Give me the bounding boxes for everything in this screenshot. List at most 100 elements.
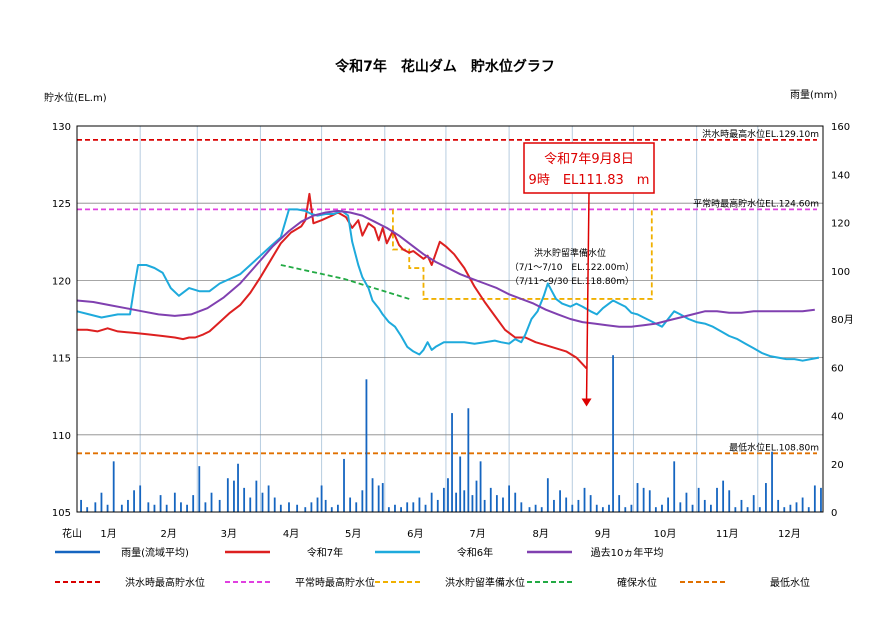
month-label: 11月: [716, 528, 739, 540]
rain-bar: [483, 499, 486, 512]
rain-bar: [618, 495, 621, 512]
rain-bar: [377, 485, 380, 512]
rain-bar: [685, 492, 688, 512]
rain-bar: [237, 463, 239, 512]
right-tick-label: 20: [831, 460, 844, 471]
rain-bar: [186, 504, 188, 512]
rain-bar: [520, 502, 523, 512]
rain-bar: [361, 490, 364, 512]
rain-bar: [571, 504, 574, 512]
rain-bar: [765, 483, 767, 512]
rain-bar: [801, 497, 804, 512]
rain-bar: [514, 492, 517, 512]
rain-bar: [528, 507, 531, 512]
month-label: 5月: [345, 528, 361, 540]
rain-bar: [204, 502, 207, 512]
rain-bar: [565, 497, 568, 512]
rain-bar: [447, 478, 449, 512]
callout-level: 9時 EL111.83 m: [529, 173, 650, 188]
rain-bar: [436, 499, 439, 512]
rain-bar: [679, 502, 682, 512]
rain-bar: [534, 504, 537, 512]
rain-bar: [475, 480, 478, 512]
series-line-2: [76, 208, 820, 362]
chart-title: 令和7年 花山ダム 貯水位グラフ: [334, 58, 555, 75]
right-axis-ticks: 0 20 40 60 80月 100 120 140 160: [831, 122, 854, 519]
legend-label: 令和6年: [457, 546, 493, 559]
rain-bar: [577, 499, 580, 512]
rain-bar: [249, 497, 252, 512]
rain-bar: [459, 456, 462, 512]
rain-bar: [394, 504, 396, 512]
right-tick-label: 0: [831, 508, 837, 519]
rain-bar: [381, 483, 384, 512]
callout-arrow: [585, 192, 590, 399]
rain-bar: [424, 504, 427, 512]
rain-bar: [630, 504, 633, 512]
threshold-label: 平常時最高貯水位EL.124.60m: [693, 197, 819, 209]
month-axis: 花山 1月 2月 3月 4月 5月 6月 7月 8月 9月 10月 11月 12月: [62, 527, 801, 540]
month-label: 10月: [654, 528, 677, 540]
rain-bar: [463, 490, 466, 512]
month-label: 7月: [469, 528, 485, 540]
rain-bar: [120, 504, 123, 512]
legend-label: 雨量(流域平均): [121, 546, 189, 559]
rain-bar: [479, 461, 482, 512]
rain-bar: [86, 507, 89, 512]
rain-bar: [752, 495, 755, 512]
legend-label: 確保水位: [617, 576, 657, 589]
rain-bar: [471, 495, 474, 512]
rain-bar: [233, 480, 235, 512]
rain-bar: [813, 485, 816, 512]
rain-bar: [173, 492, 176, 512]
series-line-3: [76, 209, 815, 328]
rain-bar: [387, 507, 390, 512]
month-label: 12月: [778, 528, 801, 540]
month-label: 4月: [283, 528, 299, 540]
rain-bar: [673, 461, 676, 512]
month-label: 9月: [595, 528, 611, 540]
legend-label: 最低水位: [770, 576, 810, 589]
left-tick-label: 130: [52, 122, 71, 133]
callout-box: [523, 142, 655, 194]
rain-bar: [654, 507, 657, 512]
rain-bar: [709, 504, 712, 512]
rain-bar: [624, 507, 627, 512]
rain-bar: [691, 504, 694, 512]
rain-bar: [716, 487, 718, 512]
right-tick-label: 140: [831, 170, 850, 181]
legend-label: 平常時最高貯水位: [295, 576, 375, 589]
rain-bar: [267, 485, 270, 512]
rain-bar: [489, 487, 492, 512]
rain-bar: [783, 507, 786, 512]
rain-bar: [642, 487, 645, 512]
rain-bar: [406, 502, 409, 512]
month-label: 3月: [221, 528, 237, 540]
callout-arrowhead: [581, 398, 592, 407]
rain-bar: [559, 490, 561, 512]
rain-bar: [412, 502, 415, 512]
rain-bar: [153, 504, 156, 512]
rain-bar: [667, 497, 669, 512]
kakuho-line: [280, 264, 410, 300]
rain-bar: [371, 478, 374, 512]
right-axis-label: 雨量(mm): [790, 89, 837, 101]
plot-frame: [76, 125, 824, 513]
rain-bar: [546, 478, 549, 512]
rain-bar: [147, 502, 150, 512]
rain-bar: [795, 502, 798, 512]
rain-bar: [601, 507, 604, 512]
rain-bar: [442, 487, 445, 512]
left-axis-ticks: 105 110 115 120 125 130: [52, 122, 71, 519]
rain-bar: [508, 485, 511, 512]
rain-bar: [159, 495, 162, 512]
series-line-1: [77, 192, 588, 370]
right-tick-label: 60: [831, 363, 844, 374]
legend-label: 過去10ヵ年平均: [591, 546, 664, 559]
rain-bar: [192, 495, 195, 512]
left-tick-label: 120: [52, 276, 71, 287]
rain-bar: [127, 499, 129, 512]
left-tick-label: 105: [52, 508, 71, 519]
